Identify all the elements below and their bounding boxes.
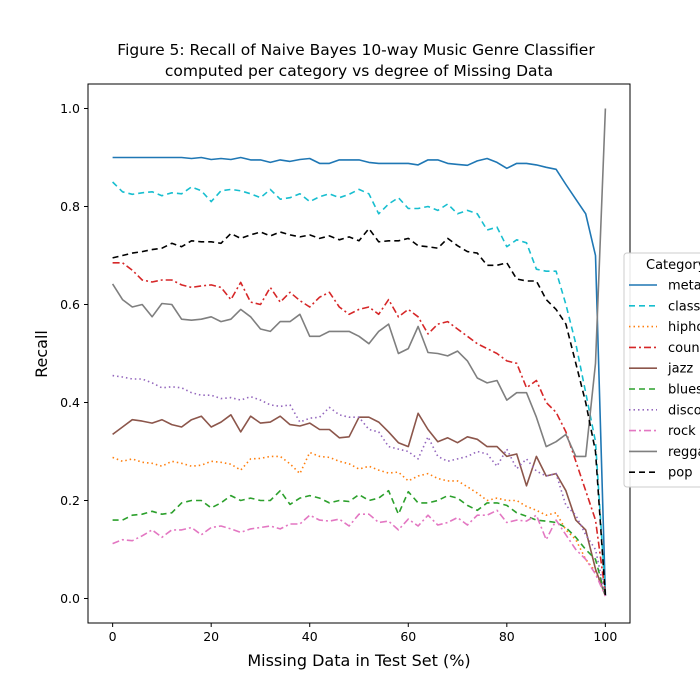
- y-tick-label: 0.8: [60, 199, 80, 214]
- legend-label-blues: blues: [668, 383, 700, 398]
- series-line-disco: [112, 374, 607, 597]
- x-axis-label: Missing Data in Test Set (%): [247, 651, 470, 670]
- x-tick-label: 100: [593, 629, 617, 644]
- series-line-country: [112, 261, 607, 594]
- legend-label-pop: pop: [668, 466, 692, 481]
- legend-label-jazz: jazz: [667, 362, 693, 377]
- x-tick-label: 40: [302, 629, 318, 644]
- y-tick-label: 0.4: [60, 395, 80, 410]
- y-tick-label: 0.6: [60, 297, 80, 312]
- y-axis-ticks: 0.0 0.2 0.4 0.6 0.8 1.0: [60, 101, 88, 606]
- legend: Category metal classical hiphop country jazz…: [623, 252, 700, 488]
- y-tick-label: 0.0: [60, 591, 80, 606]
- y-tick-label: 0.2: [60, 493, 80, 508]
- chart-subtitle: computed per category vs degree of Missi…: [165, 62, 553, 80]
- legend-label-disco: disco: [668, 403, 700, 418]
- x-tick-label: 80: [499, 629, 515, 644]
- y-axis-label: Recall: [32, 330, 51, 378]
- x-tick-label: 0: [109, 629, 117, 644]
- legend-label-rock: rock: [668, 424, 696, 439]
- series-line-metal: [112, 156, 607, 597]
- series-line-reggae: [111, 108, 607, 458]
- legend-label-hiphop: hiphop: [668, 320, 700, 335]
- series-line-classical: [112, 181, 607, 594]
- series-lines: [111, 108, 607, 597]
- x-axis-ticks: 0 20 40 60 80 100: [109, 623, 617, 644]
- legend-title: Category: [646, 258, 700, 273]
- legend-box: [623, 252, 700, 488]
- x-tick-label: 20: [203, 629, 219, 644]
- series-line-blues: [112, 489, 607, 597]
- series-line-hiphop: [112, 451, 607, 594]
- legend-label-country: country: [668, 341, 700, 356]
- series-line-rock: [112, 509, 607, 597]
- x-tick-label: 60: [400, 629, 416, 644]
- legend-label-classical: classical: [668, 299, 700, 314]
- legend-label-reggae: reggae: [668, 445, 700, 460]
- legend-label-metal: metal: [668, 279, 700, 294]
- series-line-pop: [112, 227, 607, 597]
- y-tick-label: 1.0: [60, 101, 80, 116]
- chart-title: Figure 5: Recall of Naive Bayes 10-way M…: [117, 41, 595, 59]
